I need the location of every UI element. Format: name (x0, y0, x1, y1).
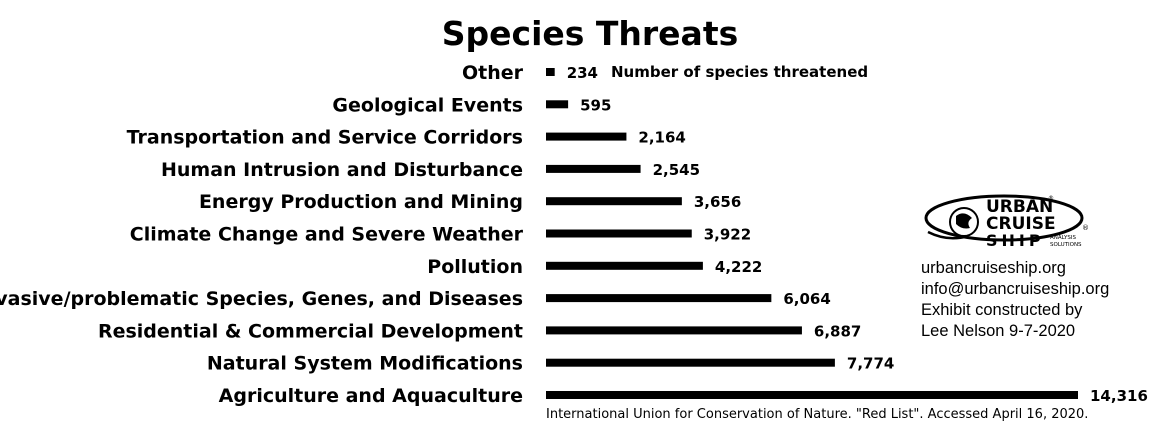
logo-line1: URBAN (986, 197, 1053, 217)
logo-tag1: ANALYSIS (1050, 235, 1076, 241)
contact-block: urbancruiseship.org info@urbancruiseship… (921, 258, 1109, 342)
logo-reg-top: ® (1048, 195, 1054, 202)
bar (546, 229, 692, 238)
value-label: 234 (567, 64, 598, 82)
logo-reg: ® (1082, 224, 1089, 232)
urban-cruise-ship-logo: URBAN CRUISE SHIP ANALYSIS SOLUTIONS ® ® (924, 194, 1089, 250)
bar (546, 261, 703, 270)
bar (546, 326, 802, 335)
category-label: Geological Events (332, 94, 523, 116)
contact-credit-line1: Exhibit constructed by (921, 301, 1083, 319)
contact-credit-line2: Lee Nelson 9-7-2020 (921, 322, 1076, 340)
value-label: 2,545 (653, 161, 700, 179)
bar (546, 68, 555, 76)
category-label: Energy Production and Mining (199, 191, 523, 213)
value-label: 14,316 (1090, 387, 1148, 405)
category-label: Transportation and Service Corridors (127, 127, 523, 149)
bar (546, 164, 641, 173)
category-label: Other (462, 62, 524, 84)
category-label: Natural System Modifications (207, 353, 523, 375)
contact-email: info@urbancruiseship.org (921, 280, 1110, 298)
contact-website: urbancruiseship.org (921, 259, 1066, 277)
category-label: Human Intrusion and Disturbance (161, 159, 523, 181)
source-note: International Union for Conservation of … (546, 407, 1089, 422)
value-label: 6,887 (814, 322, 861, 340)
value-label: 595 (580, 96, 611, 114)
value-label: 3,656 (694, 193, 741, 211)
bar (546, 391, 1078, 399)
category-label: Pollution (427, 256, 523, 278)
logo-line2: CRUISE (986, 214, 1056, 234)
value-label: 7,774 (847, 355, 894, 373)
value-label: 4,222 (715, 258, 762, 276)
logo-line3: SHIP (986, 231, 1045, 250)
category-label: Residential & Commercial Development (98, 320, 523, 342)
value-label: 3,922 (704, 226, 751, 244)
category-label: Climate Change and Severe Weather (130, 224, 524, 246)
bar (546, 358, 835, 367)
bar (546, 294, 772, 303)
value-label: 6,064 (783, 290, 830, 308)
category-label: Agriculture and Aquaculture (219, 385, 523, 407)
bar (546, 100, 569, 109)
bar (546, 132, 627, 141)
bar (546, 197, 682, 206)
category-label: Invasive/problematic Species, Genes, and… (0, 288, 523, 310)
chart-title: Species Threats (441, 14, 739, 53)
logo-tag2: SOLUTIONS (1050, 242, 1082, 248)
series-label: Number of species threatened (611, 63, 869, 81)
value-label: 2,164 (638, 129, 685, 147)
